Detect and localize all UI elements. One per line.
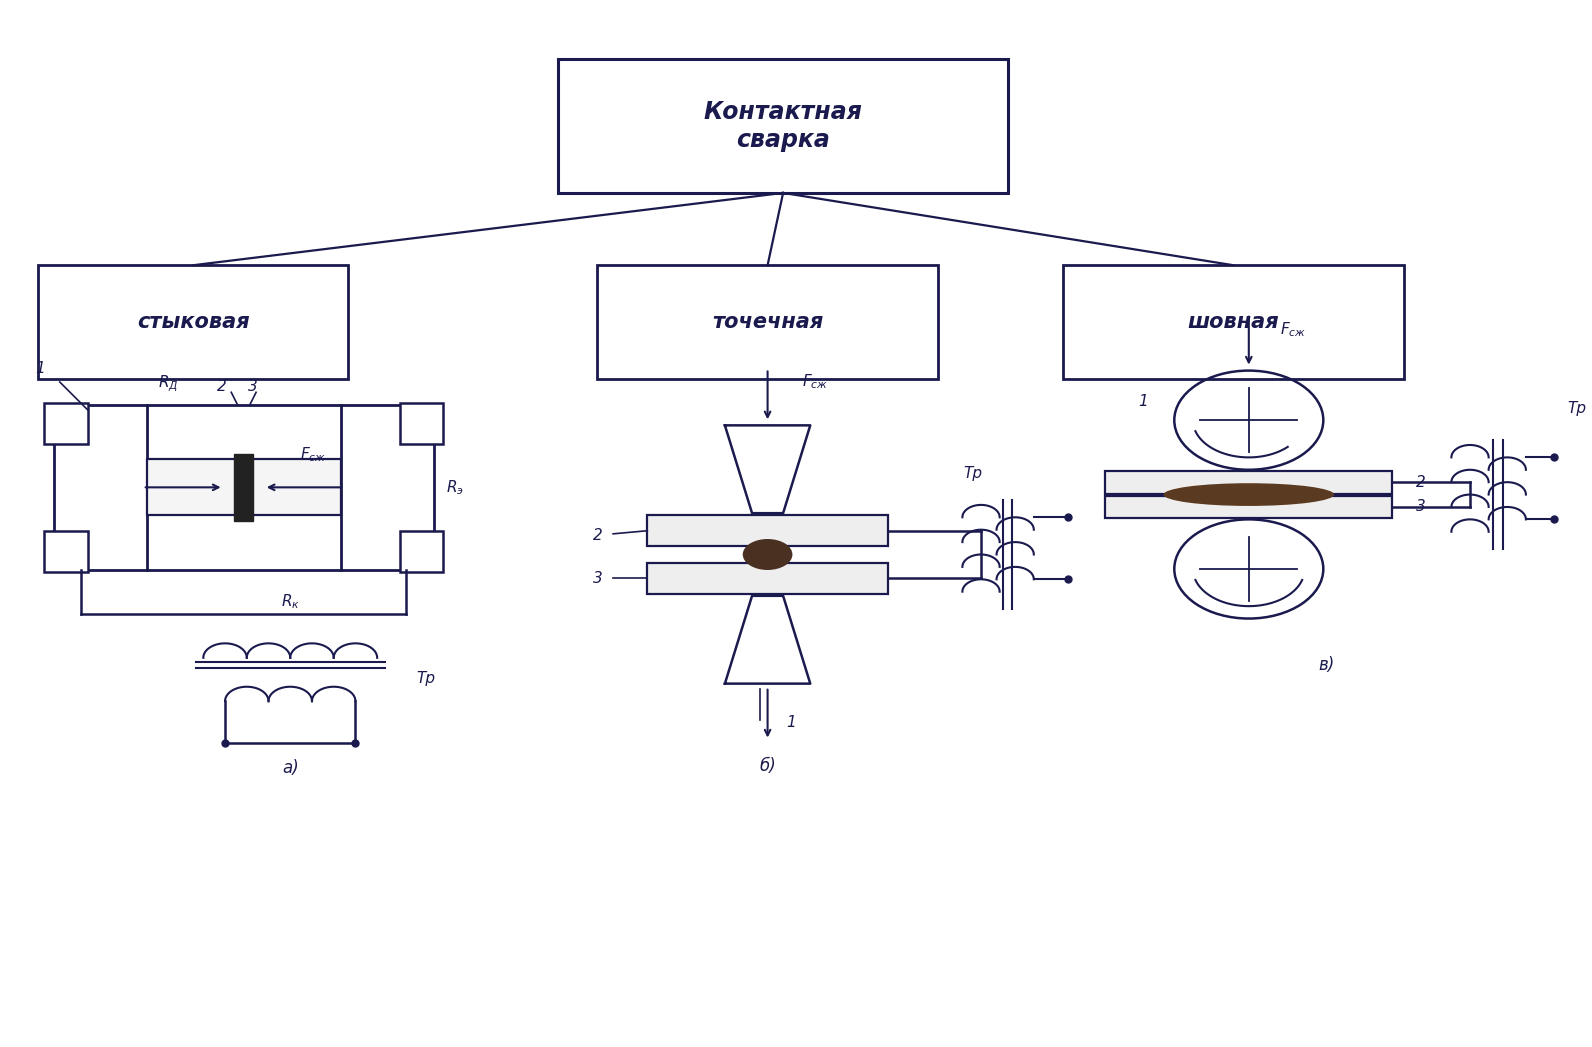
Text: Контактная
сварка: Контактная сварка xyxy=(704,99,863,152)
Text: $R_э$: $R_э$ xyxy=(446,478,465,496)
Bar xyxy=(400,531,443,572)
Bar xyxy=(597,265,938,379)
Polygon shape xyxy=(234,454,253,520)
Text: $F_{сж}$: $F_{сж}$ xyxy=(301,445,326,464)
Text: а): а) xyxy=(282,759,299,777)
Bar xyxy=(1105,495,1393,518)
Text: 2: 2 xyxy=(1415,474,1425,490)
Text: 1: 1 xyxy=(786,715,796,731)
Bar xyxy=(559,59,1008,193)
Bar xyxy=(400,403,443,444)
Text: $F_{сж}$: $F_{сж}$ xyxy=(802,373,828,392)
Bar xyxy=(45,403,88,444)
Bar xyxy=(146,460,239,515)
Polygon shape xyxy=(724,425,810,513)
Bar xyxy=(648,515,888,547)
Bar xyxy=(1105,471,1393,493)
Text: Тр: Тр xyxy=(963,466,982,482)
Text: точечная: точечная xyxy=(712,312,823,332)
Text: $F_{сж}$: $F_{сж}$ xyxy=(1280,320,1305,338)
Polygon shape xyxy=(724,596,810,684)
Bar xyxy=(248,460,341,515)
Text: $R_Д$: $R_Д$ xyxy=(158,374,178,395)
Text: 3: 3 xyxy=(1415,499,1425,514)
Text: в): в) xyxy=(1318,656,1334,674)
Bar xyxy=(38,265,349,379)
Text: $R_к$: $R_к$ xyxy=(280,593,299,611)
Text: 2: 2 xyxy=(217,379,226,394)
Ellipse shape xyxy=(743,539,793,570)
Bar xyxy=(648,562,888,594)
Bar xyxy=(1062,265,1404,379)
Text: шовная: шовная xyxy=(1188,312,1278,332)
Text: 1: 1 xyxy=(1138,394,1148,409)
Bar xyxy=(45,531,88,572)
Text: Тр: Тр xyxy=(416,671,435,686)
Bar xyxy=(341,405,435,570)
Text: 3: 3 xyxy=(592,571,603,585)
Text: 3: 3 xyxy=(248,379,258,394)
Ellipse shape xyxy=(1164,484,1334,506)
Text: б): б) xyxy=(759,757,775,775)
Text: 1: 1 xyxy=(35,361,45,376)
Text: 2: 2 xyxy=(592,529,603,543)
Bar xyxy=(54,405,146,570)
Text: стыковая: стыковая xyxy=(137,312,250,332)
Text: Тр: Тр xyxy=(1568,401,1587,417)
